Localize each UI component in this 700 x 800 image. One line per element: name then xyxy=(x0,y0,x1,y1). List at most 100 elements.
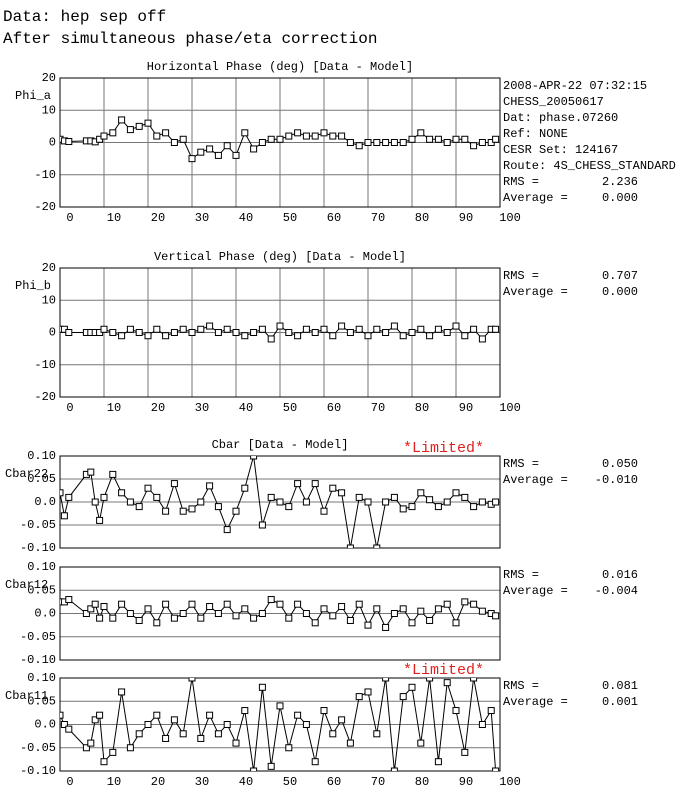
data-marker xyxy=(267,135,275,143)
data-marker xyxy=(311,619,319,627)
data-marker xyxy=(82,610,90,617)
data-marker xyxy=(461,598,469,606)
data-marker xyxy=(302,610,310,617)
y-tick-label: 0 xyxy=(49,326,56,340)
data-marker xyxy=(197,325,205,333)
data-marker xyxy=(126,744,134,752)
data-marker xyxy=(452,322,460,330)
data-marker xyxy=(232,612,240,620)
data-marker xyxy=(118,688,126,696)
data-marker xyxy=(285,614,293,622)
info-line: CHESS_20050617 xyxy=(503,95,604,109)
data-marker xyxy=(267,596,275,604)
data-marker xyxy=(153,711,161,719)
y-tick-label: -10 xyxy=(34,168,56,182)
data-marker xyxy=(267,335,275,343)
data-marker xyxy=(276,702,284,710)
data-marker xyxy=(443,679,451,687)
data-marker xyxy=(452,135,460,143)
data-marker xyxy=(382,498,390,506)
data-marker xyxy=(250,614,258,622)
data-marker xyxy=(434,325,442,333)
data-marker xyxy=(329,730,337,738)
x-tick-label: 90 xyxy=(459,401,473,415)
data-marker xyxy=(258,325,266,333)
data-marker xyxy=(364,332,372,340)
x-tick-label: 40 xyxy=(239,401,253,415)
stat-value: 0.081 xyxy=(602,679,638,693)
x-tick-label: 30 xyxy=(195,401,209,415)
data-marker xyxy=(426,496,434,504)
x-tick-label: 50 xyxy=(283,401,297,415)
data-marker xyxy=(470,678,478,682)
plot-frame xyxy=(59,566,501,661)
data-marker xyxy=(214,503,222,511)
data-marker xyxy=(65,493,73,501)
data-marker xyxy=(144,721,152,728)
data-marker xyxy=(364,498,372,506)
data-marker xyxy=(320,507,328,515)
x-tick-label: 90 xyxy=(459,211,473,225)
stat-value: -0.004 xyxy=(595,584,638,598)
data-marker xyxy=(162,507,170,515)
data-marker xyxy=(338,603,346,611)
data-marker xyxy=(197,734,205,742)
data-marker xyxy=(170,139,178,146)
data-marker xyxy=(443,600,451,608)
data-marker xyxy=(285,132,293,140)
y-tick-label: 0.05 xyxy=(27,694,56,708)
data-marker xyxy=(250,145,258,153)
data-marker xyxy=(241,484,249,492)
data-marker xyxy=(443,498,451,506)
data-marker xyxy=(294,332,302,340)
data-marker xyxy=(346,616,354,624)
data-marker xyxy=(206,322,214,330)
data-marker xyxy=(232,151,240,159)
data-marker xyxy=(426,135,434,143)
data-marker xyxy=(470,325,478,333)
y-tick-label: -20 xyxy=(34,200,56,214)
data-marker xyxy=(100,758,108,766)
x-tick-label: 50 xyxy=(283,775,297,789)
data-marker xyxy=(206,482,214,490)
stat-label: RMS = xyxy=(503,568,539,582)
data-marker xyxy=(434,758,442,766)
data-marker xyxy=(87,605,95,613)
data-marker xyxy=(170,614,178,622)
stat-value: -0.010 xyxy=(595,473,638,487)
data-marker xyxy=(96,516,104,524)
data-marker xyxy=(338,132,346,140)
data-marker xyxy=(188,155,196,163)
data-marker xyxy=(417,489,425,497)
data-marker xyxy=(417,607,425,615)
y-tick-label: 0.10 xyxy=(27,560,56,574)
data-marker xyxy=(452,489,460,497)
data-marker xyxy=(461,748,469,756)
data-marker xyxy=(390,493,398,501)
data-marker xyxy=(153,619,161,627)
data-marker xyxy=(355,600,363,608)
data-marker xyxy=(179,507,187,515)
y-tick-label: -0.10 xyxy=(20,541,56,555)
data-marker xyxy=(223,721,231,728)
x-tick-label: 40 xyxy=(239,211,253,225)
data-marker xyxy=(188,329,196,336)
x-tick-label: 80 xyxy=(415,775,429,789)
data-marker xyxy=(478,498,486,506)
y-tick-label: -0.10 xyxy=(20,764,56,778)
data-marker xyxy=(232,739,240,747)
y-axis-label: Cbar11 xyxy=(5,689,48,703)
chart-title: Cbar [Data - Model] xyxy=(212,438,349,452)
stat-label: Average = xyxy=(503,584,568,598)
stat-value: 0.016 xyxy=(602,568,638,582)
data-marker xyxy=(461,332,469,340)
x-tick-label: 0 xyxy=(66,211,73,225)
data-marker xyxy=(373,139,381,146)
data-marker xyxy=(126,325,134,333)
data-marker xyxy=(223,526,231,534)
data-marker xyxy=(276,322,284,330)
data-marker xyxy=(364,688,372,696)
y-tick-label: 10 xyxy=(42,293,56,307)
data-marker xyxy=(399,605,407,613)
